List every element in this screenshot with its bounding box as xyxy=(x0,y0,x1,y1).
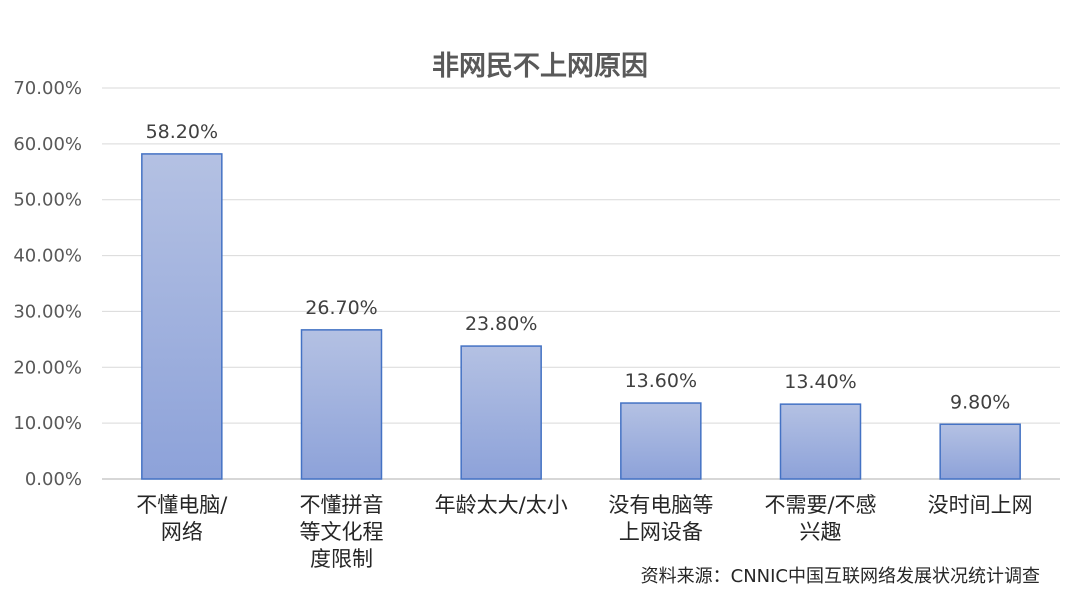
bar xyxy=(779,403,862,480)
source-note: 资料来源：CNNIC中国互联网络发展状况统计调查 xyxy=(641,566,1040,587)
x-tick-label: 上网设备 xyxy=(619,520,703,544)
data-labels: 58.20% 26.70% 23.80% 13.60% 13.40% 9.80% xyxy=(146,121,1011,413)
data-label: 13.60% xyxy=(625,370,697,392)
bar xyxy=(460,345,542,480)
data-label: 13.40% xyxy=(784,371,856,393)
y-tick-label: 70.00% xyxy=(13,78,82,99)
bar xyxy=(141,153,223,480)
bar xyxy=(300,329,383,480)
y-tick-label: 50.00% xyxy=(13,190,82,211)
data-label: 58.20% xyxy=(146,121,218,143)
bars xyxy=(141,153,1021,480)
x-tick-label: 度限制 xyxy=(310,547,373,571)
y-tick-label: 0.00% xyxy=(25,469,82,490)
y-tick-label: 30.00% xyxy=(13,301,82,322)
bar xyxy=(939,423,1021,480)
y-tick-label: 40.00% xyxy=(13,246,82,267)
y-axis-ticks: 0.00% 10.00% 20.00% 30.00% 40.00% 50.00% 60.00… xyxy=(13,78,82,490)
y-tick-label: 10.00% xyxy=(13,413,82,434)
y-tick-label: 60.00% xyxy=(13,134,82,155)
bar xyxy=(620,402,702,480)
x-tick-label: 年龄太大/太小 xyxy=(435,493,568,517)
x-tick-label: 兴趣 xyxy=(800,520,842,544)
y-tick-label: 20.00% xyxy=(13,357,82,378)
x-tick-label: 等文化程 xyxy=(300,520,384,544)
x-tick-label: 网络 xyxy=(161,520,203,544)
chart-title: 非网民不上网原因 xyxy=(432,51,648,82)
x-tick-label: 不懂电脑/ xyxy=(136,493,228,517)
data-label: 9.80% xyxy=(950,391,1010,413)
x-tick-label: 没时间上网 xyxy=(928,493,1033,517)
gridlines xyxy=(102,87,1060,480)
data-label: 26.70% xyxy=(305,297,377,319)
x-tick-label: 不需要/不感 xyxy=(764,493,876,517)
x-tick-label: 不懂拼音 xyxy=(300,493,384,517)
data-label: 23.80% xyxy=(465,313,537,335)
x-tick-label: 没有电脑等 xyxy=(608,493,713,517)
